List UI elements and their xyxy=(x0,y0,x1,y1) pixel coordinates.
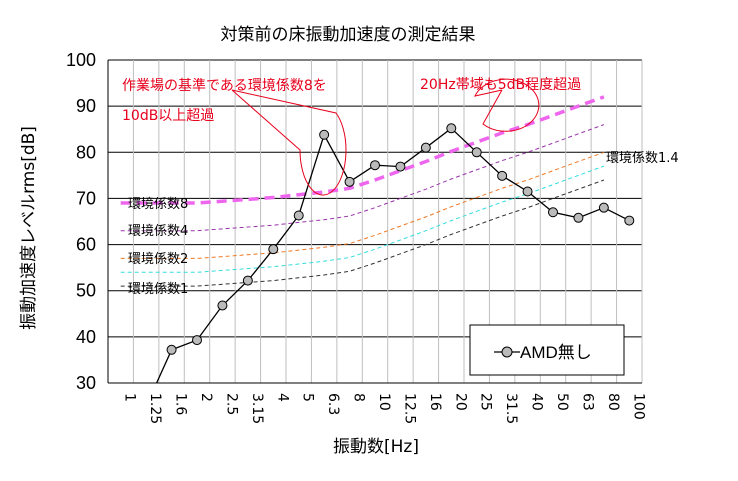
y-tick-label: 80 xyxy=(76,142,96,162)
annotation-right: 20Hz帯域も5dB程度超過 xyxy=(420,77,581,93)
x-tick-label: 1 xyxy=(122,393,138,402)
x-tick-label: 40 xyxy=(529,393,545,411)
x-tick-label: 2.5 xyxy=(223,393,239,415)
annotation-left-line2: 10dB以上超過 xyxy=(122,108,214,124)
data-point xyxy=(522,186,533,197)
x-tick-label: 1.6 xyxy=(173,393,189,415)
x-tick-label: 3.15 xyxy=(249,393,265,424)
reference-curve xyxy=(120,151,605,259)
data-point xyxy=(370,160,380,171)
curve-label-4: 環境係数4 xyxy=(128,224,188,239)
chart-title: 対策前の床振動加速度の測定結果 xyxy=(221,25,476,45)
y-tick-label: 100 xyxy=(66,50,96,70)
x-tick-label: 6.3 xyxy=(325,393,341,415)
y-tick-label: 30 xyxy=(76,373,96,393)
data-point xyxy=(471,147,482,158)
x-tick-label: 10 xyxy=(376,393,392,411)
data-point xyxy=(395,161,406,172)
annotation-callouts xyxy=(231,78,540,196)
data-point xyxy=(242,275,253,286)
x-tick-labels: 1 1.25 1.6 2 2.5 3.15 4 5 6.3 8 10 12.5 16 20 25 31.5 40… xyxy=(122,393,647,424)
curve-label-8: 環境係数8 xyxy=(128,197,188,212)
legend: AMD無し xyxy=(469,324,625,376)
curve-label-1: 環境係数1 xyxy=(128,282,188,297)
data-point xyxy=(344,176,355,187)
reference-curve xyxy=(120,165,605,273)
data-point xyxy=(573,212,584,223)
reference-curves xyxy=(120,95,605,287)
x-tick-label: 80 xyxy=(605,393,621,411)
x-tick-label: 31.5 xyxy=(503,393,519,424)
data-point xyxy=(446,123,457,134)
x-tick-label: 16 xyxy=(427,393,443,411)
annotation-left-line1: 作業場の基準である環境係数8を xyxy=(122,77,327,94)
y-tick-label: 70 xyxy=(76,188,96,208)
y-tick-label: 40 xyxy=(76,327,96,347)
y-tick-labels: 30 40 50 60 70 80 90 100 xyxy=(66,50,96,393)
x-tick-label: 2 xyxy=(198,393,214,402)
curve-label-2: 環境係数2 xyxy=(128,252,188,267)
x-tick-label: 8 xyxy=(351,393,367,402)
x-tick-label: 20 xyxy=(452,393,468,411)
x-tick-label: 5 xyxy=(300,393,316,402)
x-tick-label: 25 xyxy=(478,393,494,411)
legend-box xyxy=(469,324,625,376)
callout-bubble-left xyxy=(231,89,347,196)
data-point xyxy=(497,170,508,181)
y-tick-label: 50 xyxy=(76,281,96,301)
reference-curve xyxy=(120,95,605,205)
x-tick-label: 100 xyxy=(630,393,646,420)
data-point xyxy=(548,207,558,218)
data-point xyxy=(217,300,228,311)
reference-curve xyxy=(120,179,605,287)
data-point xyxy=(166,344,177,355)
callout-bubble-right xyxy=(474,78,540,132)
series-line xyxy=(156,127,630,384)
x-tick-label: 4 xyxy=(274,393,290,402)
y-tick-label: 60 xyxy=(76,235,96,255)
x-tick-label: 1.25 xyxy=(147,393,163,424)
data-point xyxy=(293,210,304,221)
data-point xyxy=(420,142,431,153)
main-series xyxy=(156,123,635,384)
data-point xyxy=(624,215,635,226)
data-point xyxy=(192,335,202,346)
axes xyxy=(107,60,642,384)
x-tick-label: 50 xyxy=(554,393,570,411)
y-tick-label: 90 xyxy=(76,96,96,116)
x-axis-title: 振動数[Hz] xyxy=(333,437,419,457)
data-point xyxy=(319,129,330,140)
legend-marker-sample xyxy=(501,346,513,358)
legend-series-name: AMD無し xyxy=(520,343,592,362)
x-tick-label: 12.5 xyxy=(401,393,417,424)
data-point xyxy=(598,202,609,213)
x-tick-label: 63 xyxy=(579,393,595,411)
reference-curve xyxy=(120,124,605,232)
data-point xyxy=(268,244,279,255)
curve-label-1-4: 環境係数1.4 xyxy=(606,151,679,166)
y-axis-title: 振動加速度レベルrms[dB] xyxy=(19,126,39,330)
